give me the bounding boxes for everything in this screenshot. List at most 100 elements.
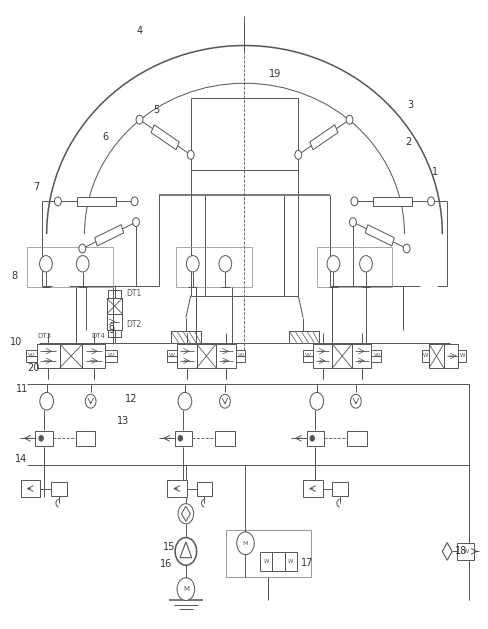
- Bar: [106, 298, 122, 314]
- Bar: [174, 431, 192, 446]
- Text: DT1: DT1: [125, 289, 141, 298]
- Bar: [456, 543, 473, 560]
- Polygon shape: [151, 125, 179, 150]
- Bar: [105, 350, 117, 362]
- Text: W: W: [287, 559, 293, 564]
- Text: 17: 17: [300, 558, 313, 568]
- Polygon shape: [309, 125, 337, 150]
- Polygon shape: [365, 225, 393, 246]
- Circle shape: [79, 244, 85, 253]
- Bar: [284, 552, 296, 571]
- Circle shape: [131, 197, 138, 206]
- Circle shape: [219, 394, 230, 408]
- Bar: [303, 350, 312, 362]
- Circle shape: [403, 244, 409, 253]
- Circle shape: [186, 255, 199, 272]
- Text: W: W: [263, 559, 268, 564]
- Circle shape: [359, 255, 371, 272]
- Bar: [421, 350, 428, 362]
- Bar: [171, 331, 200, 343]
- Bar: [215, 431, 234, 446]
- Circle shape: [309, 392, 323, 410]
- Text: 20: 20: [27, 363, 40, 373]
- Text: 13: 13: [117, 416, 129, 426]
- Text: 2: 2: [404, 136, 410, 147]
- Circle shape: [427, 197, 434, 206]
- Polygon shape: [442, 543, 451, 560]
- Bar: [51, 482, 66, 496]
- Circle shape: [349, 218, 356, 226]
- Bar: [176, 247, 251, 287]
- Text: W: W: [458, 353, 464, 359]
- Text: 10: 10: [10, 337, 22, 347]
- Text: 3: 3: [407, 100, 413, 110]
- Circle shape: [219, 255, 231, 272]
- Text: M: M: [183, 586, 188, 592]
- Text: 16: 16: [160, 559, 172, 569]
- Bar: [225, 530, 311, 577]
- Bar: [108, 330, 121, 337]
- Circle shape: [85, 394, 96, 408]
- Bar: [196, 482, 212, 496]
- Text: W: W: [108, 353, 114, 359]
- Bar: [25, 350, 37, 362]
- Bar: [312, 344, 332, 368]
- Bar: [306, 431, 324, 446]
- Polygon shape: [372, 197, 411, 206]
- Text: 11: 11: [16, 384, 28, 394]
- Bar: [216, 344, 235, 368]
- Circle shape: [236, 532, 254, 555]
- Bar: [76, 431, 95, 446]
- Bar: [289, 331, 318, 343]
- Bar: [260, 552, 272, 571]
- Circle shape: [177, 578, 194, 601]
- Circle shape: [294, 150, 301, 159]
- Circle shape: [350, 394, 361, 408]
- Bar: [82, 344, 105, 368]
- Text: 4: 4: [136, 26, 142, 36]
- Bar: [371, 350, 381, 362]
- Text: DT3: DT3: [37, 333, 51, 340]
- Bar: [331, 482, 347, 496]
- Text: W: W: [305, 353, 310, 359]
- Circle shape: [175, 538, 196, 565]
- Circle shape: [54, 197, 61, 206]
- Text: 1: 1: [431, 167, 437, 177]
- Circle shape: [132, 218, 139, 226]
- Bar: [177, 344, 196, 368]
- Circle shape: [178, 392, 191, 410]
- Bar: [196, 344, 216, 368]
- Bar: [332, 344, 351, 368]
- Bar: [27, 247, 112, 287]
- Text: 7: 7: [33, 182, 39, 192]
- Text: 6: 6: [102, 132, 108, 142]
- Circle shape: [178, 435, 182, 441]
- Polygon shape: [77, 197, 116, 206]
- Text: 5: 5: [153, 105, 160, 115]
- Text: W: W: [462, 549, 468, 554]
- Circle shape: [187, 150, 194, 159]
- Bar: [428, 344, 443, 368]
- Circle shape: [40, 392, 53, 410]
- Bar: [167, 350, 177, 362]
- Text: W: W: [169, 353, 175, 359]
- Polygon shape: [95, 225, 123, 246]
- Bar: [60, 344, 82, 368]
- Text: 8: 8: [12, 271, 18, 281]
- Text: 12: 12: [124, 394, 137, 404]
- Text: W: W: [237, 353, 243, 359]
- Bar: [21, 480, 40, 498]
- Polygon shape: [180, 542, 191, 558]
- Bar: [351, 344, 371, 368]
- Circle shape: [346, 115, 352, 124]
- Text: 9: 9: [108, 325, 115, 335]
- Text: 15: 15: [163, 542, 175, 552]
- Circle shape: [326, 255, 339, 272]
- Text: 14: 14: [15, 454, 27, 464]
- Bar: [272, 552, 284, 571]
- Text: W: W: [422, 353, 427, 359]
- Text: M: M: [243, 541, 247, 546]
- Bar: [346, 431, 366, 446]
- Bar: [316, 247, 392, 287]
- Bar: [235, 350, 245, 362]
